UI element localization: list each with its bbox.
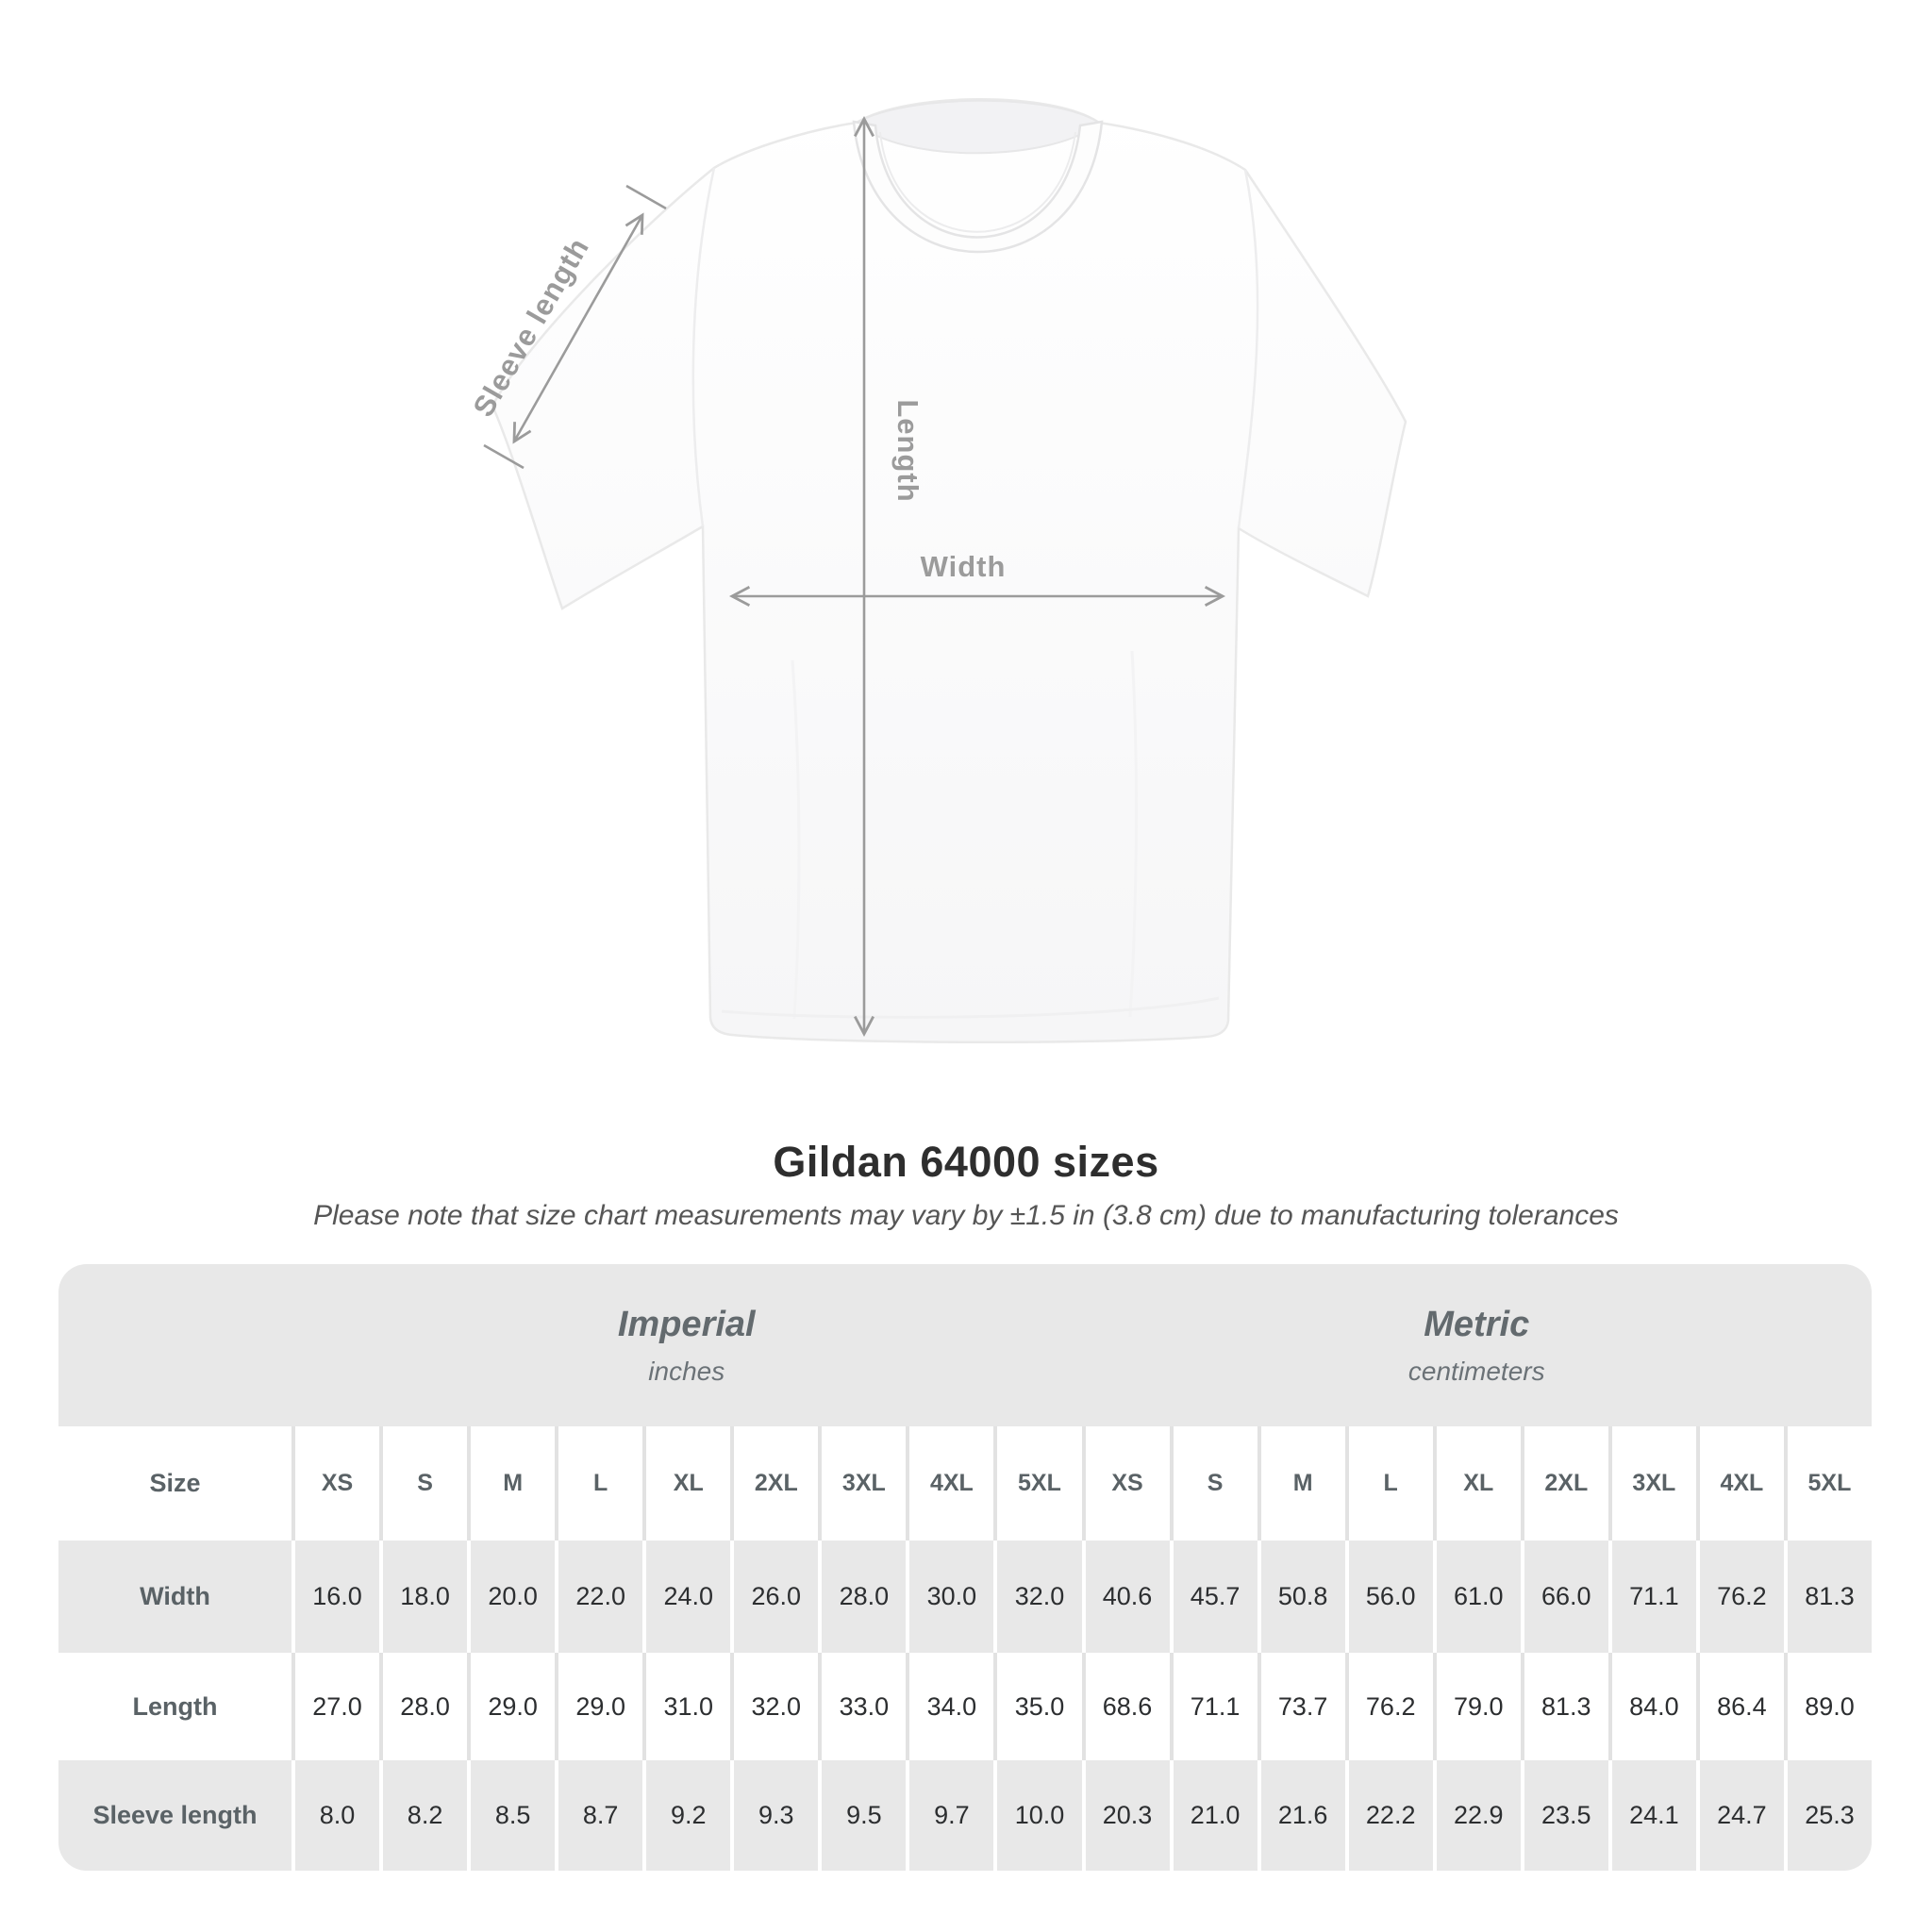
tolerance-note: Please note that size chart measurements… xyxy=(313,1200,1619,1231)
measurement-value-cell: 20.0 xyxy=(467,1541,556,1653)
unit-group-sublabel: inches xyxy=(648,1356,725,1386)
measurement-value-cell: 45.7 xyxy=(1169,1541,1257,1653)
measurement-value-cell: 89.0 xyxy=(1783,1653,1872,1760)
size-table: Imperial inches Metric centimeters Size XS S M L… xyxy=(58,1264,1872,1871)
size-column-header: 5XL xyxy=(1783,1426,1872,1541)
tshirt-measurement-diagram: Sleeve length Length Width xyxy=(467,98,1407,1044)
size-column-header: 2XL xyxy=(730,1426,819,1541)
size-column-header: L xyxy=(555,1426,643,1541)
size-row-corner-label: Size xyxy=(58,1426,291,1541)
size-column-header: 2XL xyxy=(1520,1426,1608,1541)
measurement-row-label: Sleeve length xyxy=(58,1760,291,1871)
measurement-value-cell: 40.6 xyxy=(1081,1541,1170,1653)
size-column-header: S xyxy=(1169,1426,1257,1541)
measurement-value-cell: 76.2 xyxy=(1695,1541,1784,1653)
measurement-value-cell: 29.0 xyxy=(467,1653,556,1760)
sleeve-length-start-tick xyxy=(483,443,525,470)
measurement-value-cell: 81.3 xyxy=(1783,1541,1872,1653)
measurement-value-cell: 50.8 xyxy=(1257,1541,1345,1653)
unit-group-label: Metric xyxy=(1424,1304,1530,1344)
size-column-header: 3XL xyxy=(818,1426,907,1541)
length-label: Length xyxy=(891,399,924,502)
measurement-value-cell: 21.6 xyxy=(1257,1760,1345,1871)
size-column-header: XL xyxy=(642,1426,731,1541)
measurement-value-cell: 66.0 xyxy=(1520,1541,1608,1653)
measurement-value-cell: 35.0 xyxy=(993,1653,1082,1760)
measurement-row-label: Length xyxy=(58,1653,291,1760)
unit-group-sublabel: centimeters xyxy=(1407,1356,1545,1386)
tshirt-shape xyxy=(491,98,1407,1044)
measurement-value-cell: 24.1 xyxy=(1607,1760,1696,1871)
size-column-header: L xyxy=(1344,1426,1433,1541)
measurement-value-cell: 21.0 xyxy=(1169,1760,1257,1871)
collar-band xyxy=(852,120,1104,254)
sleeve-length-end-tick xyxy=(625,184,667,210)
size-column-header: 5XL xyxy=(993,1426,1082,1541)
measurement-value-cell: 26.0 xyxy=(730,1541,819,1653)
measurement-value-cell: 22.0 xyxy=(555,1541,643,1653)
width-annotation: Width xyxy=(728,550,1226,607)
measurement-value-cell: 9.7 xyxy=(906,1760,994,1871)
measurement-value-cell: 8.0 xyxy=(291,1760,380,1871)
size-column-header: 4XL xyxy=(906,1426,994,1541)
measurement-value-cell: 20.3 xyxy=(1081,1760,1170,1871)
measurement-value-cell: 76.2 xyxy=(1344,1653,1433,1760)
measurement-value-cell: 34.0 xyxy=(906,1653,994,1760)
measurement-value-cell: 10.0 xyxy=(993,1760,1082,1871)
size-column-header: S xyxy=(379,1426,468,1541)
measurement-value-cell: 73.7 xyxy=(1257,1653,1345,1760)
unit-group-header-imperial: Imperial inches xyxy=(291,1264,1082,1426)
measurement-value-cell: 71.1 xyxy=(1169,1653,1257,1760)
measurement-value-cell: 32.0 xyxy=(993,1541,1082,1653)
sleeve-length-dimension-line xyxy=(512,212,644,444)
measurement-value-cell: 30.0 xyxy=(906,1541,994,1653)
measurement-value-cell: 32.0 xyxy=(730,1653,819,1760)
measurement-value-cell: 81.3 xyxy=(1520,1653,1608,1760)
measurement-value-cell: 23.5 xyxy=(1520,1760,1608,1871)
width-label: Width xyxy=(921,550,1007,583)
measurement-value-cell: 86.4 xyxy=(1695,1653,1784,1760)
measurement-value-cell: 28.0 xyxy=(379,1653,468,1760)
page-title: Gildan 64000 sizes xyxy=(773,1138,1159,1186)
measurement-value-cell: 9.3 xyxy=(730,1760,819,1871)
measurement-value-cell: 8.2 xyxy=(379,1760,468,1871)
measurement-value-cell: 8.5 xyxy=(467,1760,556,1871)
size-column-header: M xyxy=(1257,1426,1345,1541)
size-column-header: XL xyxy=(1432,1426,1521,1541)
size-column-header: M xyxy=(467,1426,556,1541)
unit-group-label: Imperial xyxy=(617,1304,756,1344)
measurement-value-cell: 84.0 xyxy=(1607,1653,1696,1760)
measurement-value-cell: 24.0 xyxy=(642,1541,731,1653)
measurement-value-cell: 9.5 xyxy=(818,1760,907,1871)
size-column-header: 4XL xyxy=(1695,1426,1784,1541)
measurement-value-cell: 25.3 xyxy=(1783,1760,1872,1871)
measurement-value-cell: 16.0 xyxy=(291,1541,380,1653)
measurement-value-cell: 61.0 xyxy=(1432,1541,1521,1653)
measurement-value-cell: 24.7 xyxy=(1695,1760,1784,1871)
size-column-header: 3XL xyxy=(1607,1426,1696,1541)
measurement-value-cell: 9.2 xyxy=(642,1760,731,1871)
measurement-value-cell: 22.2 xyxy=(1344,1760,1433,1871)
measurement-value-cell: 22.9 xyxy=(1432,1760,1521,1871)
measurement-value-cell: 28.0 xyxy=(818,1541,907,1653)
length-annotation: Length xyxy=(854,115,924,1038)
measurement-row-label: Width xyxy=(58,1541,291,1653)
measurement-value-cell: 18.0 xyxy=(379,1541,468,1653)
size-column-header: XS xyxy=(291,1426,380,1541)
tshirt-illustration: Sleeve length Length Width xyxy=(467,98,1407,1044)
measurement-value-cell: 79.0 xyxy=(1432,1653,1521,1760)
measurement-value-cell: 27.0 xyxy=(291,1653,380,1760)
size-column-header: XS xyxy=(1081,1426,1170,1541)
measurement-value-cell: 71.1 xyxy=(1607,1541,1696,1653)
measurement-value-cell: 8.7 xyxy=(555,1760,643,1871)
measurement-value-cell: 33.0 xyxy=(818,1653,907,1760)
table-corner-cell xyxy=(58,1264,291,1426)
unit-group-header-metric: Metric centimeters xyxy=(1081,1264,1872,1426)
measurement-value-cell: 29.0 xyxy=(555,1653,643,1760)
measurement-value-cell: 31.0 xyxy=(642,1653,731,1760)
measurement-value-cell: 56.0 xyxy=(1344,1541,1433,1653)
measurement-value-cell: 68.6 xyxy=(1081,1653,1170,1760)
